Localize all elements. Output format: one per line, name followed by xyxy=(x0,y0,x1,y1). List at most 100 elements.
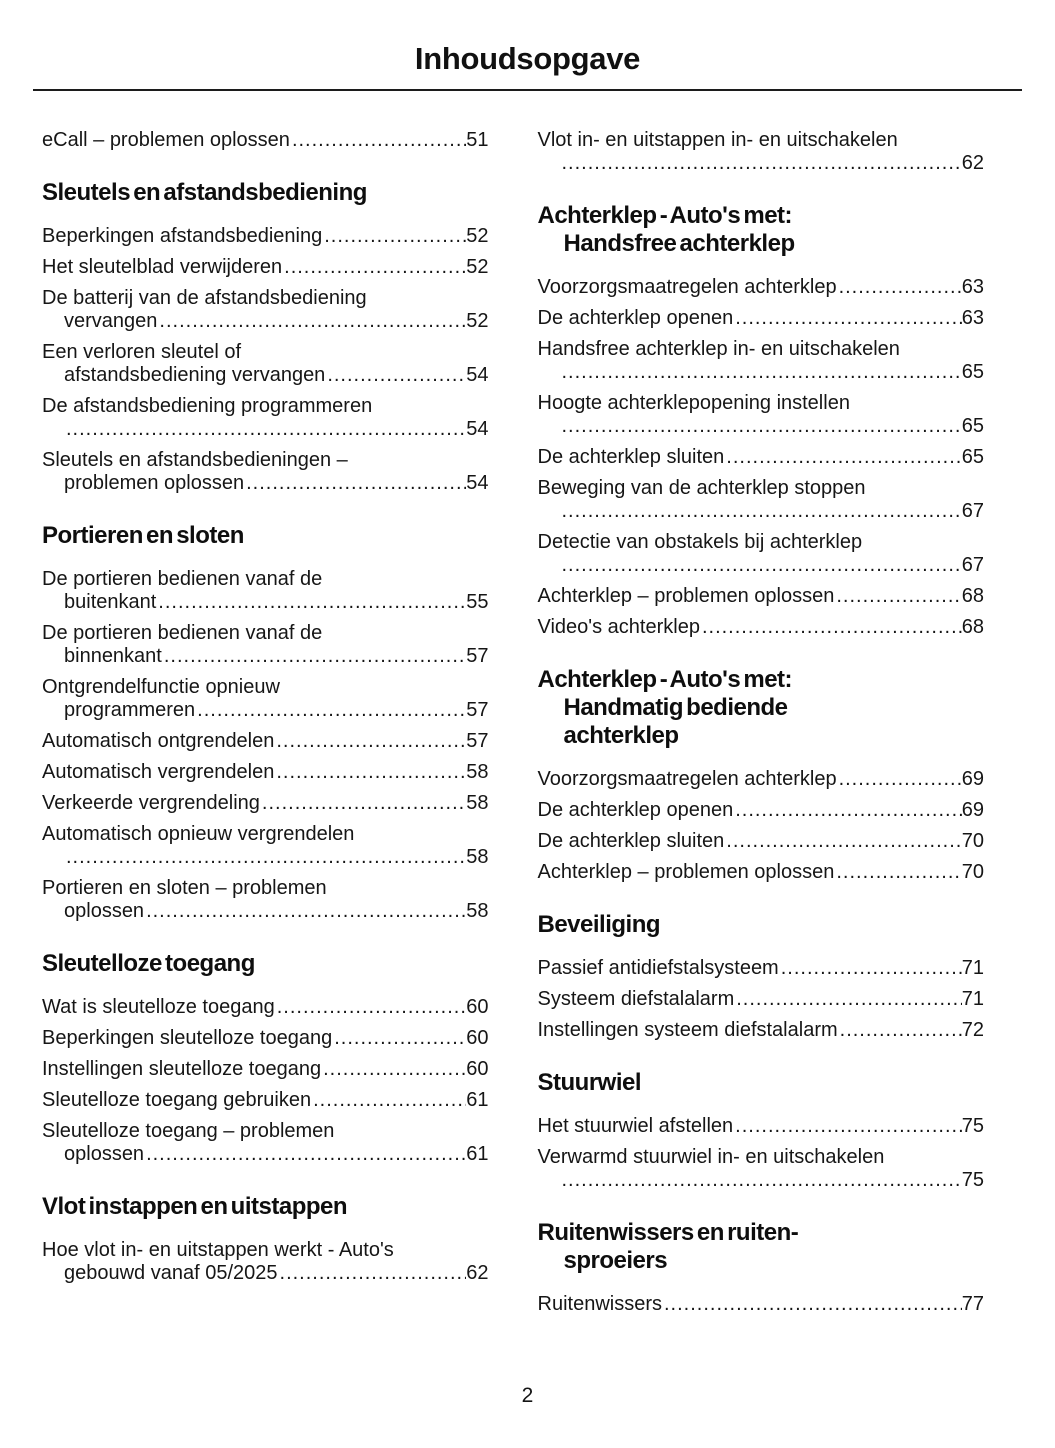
toc-entry-last-line: De achterklep sluiten 65 xyxy=(538,446,985,469)
toc-entry-last-line: Beperkingen afstandsbediening 52 xyxy=(42,225,489,248)
dot-leader xyxy=(735,1115,962,1138)
toc-entry-label-line: Een verloren sleutel of xyxy=(42,341,242,363)
toc-entry[interactable]: Verwarmd stuurwiel in- en uitschakelen 75 xyxy=(538,1146,985,1192)
page-header: Inhoudsopgave xyxy=(0,0,1055,91)
dot-leader xyxy=(735,307,962,330)
section-heading-line: Portieren en sloten xyxy=(42,522,244,549)
toc-entry-page: 72 xyxy=(961,1019,984,1041)
toc-entry-last-line: 65 xyxy=(538,361,984,384)
toc-entry-page: 67 xyxy=(961,554,984,576)
toc-entry[interactable]: Automatisch opnieuw vergrendelen 58 xyxy=(42,823,489,869)
dot-leader xyxy=(781,957,962,980)
dot-leader xyxy=(164,645,466,668)
toc-entry-page: 58 xyxy=(466,792,489,814)
toc-entry[interactable]: De achterklep openen 63 xyxy=(538,307,985,330)
toc-entry-label: Achterklep – problemen oplossen xyxy=(537,585,835,607)
toc-entry-label: De achterklep openen xyxy=(537,307,734,329)
toc-entry-page: 57 xyxy=(466,730,489,752)
toc-entry-label-line: Hoe vlot in- en uitstappen werkt - Auto'… xyxy=(42,1239,394,1261)
toc-entry-label: Ruitenwissers xyxy=(537,1293,662,1315)
toc-entry-label-line: Ontgrendelfunctie opnieuw xyxy=(42,676,280,698)
toc-entry-page: 54 xyxy=(466,472,489,494)
toc-entry-label: afstandsbediening vervangen xyxy=(64,364,326,386)
dot-leader xyxy=(562,415,962,438)
toc-entry[interactable]: eCall – problemen oplossen 51 xyxy=(42,129,489,152)
dot-leader xyxy=(66,846,466,869)
toc-entry-label-line: Automatisch opnieuw vergrendelen xyxy=(42,823,355,845)
toc-entry[interactable]: Automatisch ontgrendelen 57 xyxy=(42,730,489,753)
toc-entry[interactable]: Passief antidiefstalsysteem 71 xyxy=(538,957,985,980)
toc-entry[interactable]: Het sleutelblad verwijderen 52 xyxy=(42,256,489,279)
toc-entry[interactable]: Achterklep – problemen oplossen 68 xyxy=(538,585,985,608)
toc-entry[interactable]: De achterklep sluiten 70 xyxy=(538,830,985,853)
toc-entry-last-line: Verkeerde vergrendeling 58 xyxy=(42,792,489,815)
dot-leader xyxy=(277,996,467,1019)
section-heading-line: Achterklep - Auto's met: xyxy=(537,666,793,693)
toc-entry[interactable]: Verkeerde vergrendeling 58 xyxy=(42,792,489,815)
toc-entry-last-line: binnenkant 57 xyxy=(42,645,489,668)
toc-entry-last-line: De achterklep sluiten 70 xyxy=(538,830,985,853)
toc-entry[interactable]: De portieren bedienen vanaf de binnenkant… xyxy=(42,622,489,668)
toc-entry[interactable]: Hoe vlot in- en uitstappen werkt - Auto'… xyxy=(42,1239,489,1285)
section-heading-line: Handsfree achterklep xyxy=(563,230,796,257)
toc-entry-last-line: oplossen 61 xyxy=(42,1143,489,1166)
toc-entry-label: De achterklep openen xyxy=(537,799,734,821)
toc-entry-label: Systeem diefstalalarm xyxy=(537,988,735,1010)
toc-columns: eCall – problemen oplossen 51 Sleutels en … xyxy=(0,91,1055,1324)
toc-entry-label: Het sleutelblad verwijderen xyxy=(42,256,283,278)
toc-entry-label: Het stuurwiel afstellen xyxy=(537,1115,734,1137)
toc-entry[interactable]: Beweging van de achterklep stoppen 67 xyxy=(538,477,985,523)
toc-entry[interactable]: Instellingen systeem diefstalalarm 72 xyxy=(538,1019,985,1042)
toc-entry-label-line: Sleutelloze toegang – problemen xyxy=(42,1120,335,1142)
toc-entry[interactable]: Systeem diefstalalarm 71 xyxy=(538,988,985,1011)
toc-entry[interactable]: Voorzorgsmaatregelen achterklep 63 xyxy=(538,276,985,299)
toc-entry-page: 65 xyxy=(961,415,984,437)
toc-entry[interactable]: Sleutels en afstandsbedieningen – problem… xyxy=(42,449,489,495)
toc-entry-label: De achterklep sluiten xyxy=(537,446,725,468)
toc-entry[interactable]: De achterklep openen 69 xyxy=(538,799,985,822)
toc-entry[interactable]: Beperkingen afstandsbediening 52 xyxy=(42,225,489,248)
section-heading-line: achterklep xyxy=(563,722,680,749)
toc-entry-last-line: Achterklep – problemen oplossen 70 xyxy=(538,861,985,884)
toc-entry-page: 52 xyxy=(466,256,489,278)
toc-entry[interactable]: Instellingen sleutelloze toegang 60 xyxy=(42,1058,489,1081)
toc-entry-last-line: Wat is sleutelloze toegang 60 xyxy=(42,996,489,1019)
toc-entry[interactable]: Voorzorgsmaatregelen achterklep 69 xyxy=(538,768,985,791)
toc-entry-label-line: De portieren bedienen vanaf de xyxy=(42,622,323,644)
section-heading: Stuurwiel xyxy=(538,1069,985,1097)
toc-entry[interactable]: Een verloren sleutel of afstandsbediening… xyxy=(42,341,489,387)
toc-entry[interactable]: Video's achterklep 68 xyxy=(538,616,985,639)
toc-entry[interactable]: Het stuurwiel afstellen 75 xyxy=(538,1115,985,1138)
toc-entry-label-line: Handsfree achterklep in- en uitschakelen xyxy=(537,338,900,360)
toc-entry[interactable]: Hoogte achterklepopening instellen 65 xyxy=(538,392,985,438)
section-heading-line: Beveiliging xyxy=(537,911,661,938)
section-heading-line: sproeiers xyxy=(563,1247,668,1274)
toc-entry[interactable]: Achterklep – problemen oplossen 70 xyxy=(538,861,985,884)
dot-leader xyxy=(158,591,466,614)
section-heading-line: Sleutels en afstandsbediening xyxy=(42,179,367,206)
dot-leader xyxy=(836,585,961,608)
toc-entry[interactable]: Handsfree achterklep in- en uitschakelen… xyxy=(538,338,985,384)
toc-entry[interactable]: Ruitenwissers 77 xyxy=(538,1293,985,1316)
toc-entry[interactable]: Beperkingen sleutelloze toegang 60 xyxy=(42,1027,489,1050)
toc-entry[interactable]: Detectie van obstakels bij achterklep 67 xyxy=(538,531,985,577)
toc-entry-last-line: gebouwd vanaf 05/2025 62 xyxy=(42,1262,489,1285)
toc-entry[interactable]: Automatisch vergrendelen 58 xyxy=(42,761,489,784)
toc-entry[interactable]: Vlot in- en uitstappen in- en uitschakel… xyxy=(538,129,985,175)
toc-entry[interactable]: Sleutelloze toegang gebruiken 61 xyxy=(42,1089,489,1112)
toc-entry[interactable]: De achterklep sluiten 65 xyxy=(538,446,985,469)
toc-entry[interactable]: De portieren bedienen vanaf de buitenkant… xyxy=(42,568,489,614)
toc-entry-last-line: Video's achterklep 68 xyxy=(538,616,985,639)
toc-entry-last-line: Achterklep – problemen oplossen 68 xyxy=(538,585,985,608)
dot-leader xyxy=(702,616,962,639)
toc-entry-label: Instellingen systeem diefstalalarm xyxy=(537,1019,838,1041)
dot-leader xyxy=(292,129,466,152)
toc-entry-label-line: Sleutels en afstandsbedieningen – xyxy=(42,449,348,471)
toc-entry-page: 63 xyxy=(961,276,984,298)
toc-entry[interactable]: De afstandsbediening programmeren 54 xyxy=(42,395,489,441)
toc-entry[interactable]: Wat is sleutelloze toegang 60 xyxy=(42,996,489,1019)
toc-entry[interactable]: De batterij van de afstandsbediening verv… xyxy=(42,287,489,333)
